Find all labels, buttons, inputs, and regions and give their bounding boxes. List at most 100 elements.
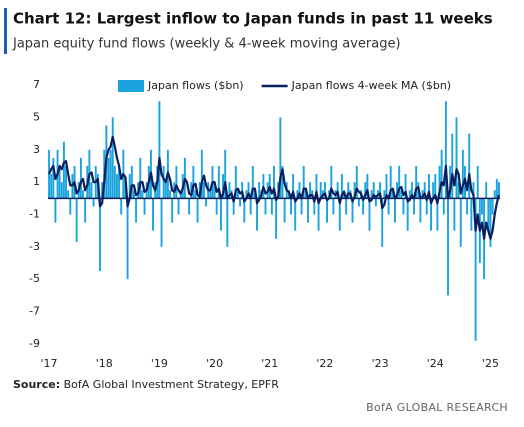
bar: [169, 190, 171, 199]
bar: [364, 182, 367, 199]
bar: [292, 174, 295, 199]
bar: [379, 182, 382, 199]
title-accent: [4, 8, 7, 54]
chart-title: Chart 12: Largest inflow to Japan funds …: [13, 10, 493, 28]
bar: [228, 182, 231, 199]
bar: [226, 198, 229, 247]
bar: [457, 182, 460, 199]
bar: [447, 198, 449, 296]
bar: [385, 174, 388, 199]
bar: [419, 198, 422, 223]
bar: [381, 198, 384, 247]
bar: [432, 182, 435, 199]
bar: [203, 182, 205, 199]
bar: [84, 198, 87, 223]
legend-label: Japan flows 4-week MA ($bn): [291, 79, 451, 92]
bar: [315, 174, 318, 199]
bar: [209, 190, 212, 199]
bar: [413, 198, 416, 215]
bar: [264, 198, 267, 215]
bar: [357, 198, 360, 207]
bar: [404, 174, 407, 199]
bar: [444, 101, 447, 199]
bar: [391, 190, 394, 199]
bar: [468, 133, 471, 199]
y-tick-label: -3: [29, 240, 40, 253]
chart-subtitle: Japan equity fund flows (weekly & 4-week…: [12, 37, 401, 52]
bar: [415, 165, 418, 199]
bar: [239, 198, 242, 207]
bar: [440, 149, 443, 199]
y-tick-label: 1: [33, 175, 40, 188]
bar: [90, 182, 93, 199]
bar: [326, 198, 329, 223]
bar: [423, 182, 426, 199]
bar: [495, 178, 498, 199]
bar: [317, 198, 320, 231]
bar: [192, 165, 195, 199]
bar: [389, 165, 392, 199]
bar: [111, 117, 114, 199]
bar: [139, 157, 142, 199]
bar: [232, 198, 235, 215]
bar: [436, 198, 439, 231]
bar: [323, 182, 326, 199]
bar: [175, 165, 178, 199]
bar: [92, 198, 95, 207]
bar: [281, 165, 284, 199]
y-tick-label: -9: [29, 337, 40, 350]
bar: [425, 198, 428, 215]
bar: [283, 198, 286, 223]
bar: [472, 182, 475, 199]
bar: [171, 198, 174, 223]
bar: [461, 149, 464, 199]
bar: [65, 165, 67, 199]
bar: [279, 117, 282, 199]
bar: [135, 198, 138, 223]
credit: BofA GLOBAL RESEARCH: [366, 401, 508, 414]
bar: [58, 165, 61, 199]
y-tick-label: -5: [29, 272, 40, 285]
y-tick-label: 3: [33, 143, 40, 156]
bar: [126, 198, 129, 280]
bar: [158, 101, 161, 199]
bar: [451, 133, 454, 199]
bar: [430, 198, 432, 231]
x-tick-label: '18: [96, 357, 113, 370]
bar: [249, 198, 252, 215]
bar: [118, 165, 121, 199]
x-tick-label: '19: [151, 357, 168, 370]
bar: [256, 198, 258, 231]
bar: [345, 198, 348, 215]
bar: [120, 198, 123, 215]
bar: [466, 198, 469, 215]
bar: [194, 190, 197, 199]
legend-label: Japan flows ($bn): [147, 79, 244, 92]
x-tick-label: '25: [482, 357, 499, 370]
bar: [245, 190, 248, 199]
bar: [69, 198, 72, 215]
bar: [493, 190, 496, 199]
bar: [497, 182, 500, 199]
bar: [400, 190, 403, 199]
bar: [236, 190, 239, 199]
bar: [319, 182, 322, 199]
bar: [258, 182, 261, 199]
bar: [275, 198, 278, 239]
source-label: Source:: [13, 378, 60, 391]
bar: [222, 174, 225, 199]
bar: [107, 157, 110, 199]
bar: [241, 182, 244, 199]
bar: [130, 165, 133, 199]
bar: [50, 174, 53, 199]
bar: [491, 198, 494, 215]
source-text: BofA Global Investment Strategy, EPFR: [64, 378, 280, 391]
bar: [394, 198, 396, 223]
bar: [200, 149, 203, 199]
ma-line: [48, 135, 501, 240]
bar: [217, 165, 220, 199]
bar: [438, 165, 441, 199]
bar: [113, 165, 116, 199]
bar: [485, 182, 488, 199]
bar: [487, 198, 490, 231]
